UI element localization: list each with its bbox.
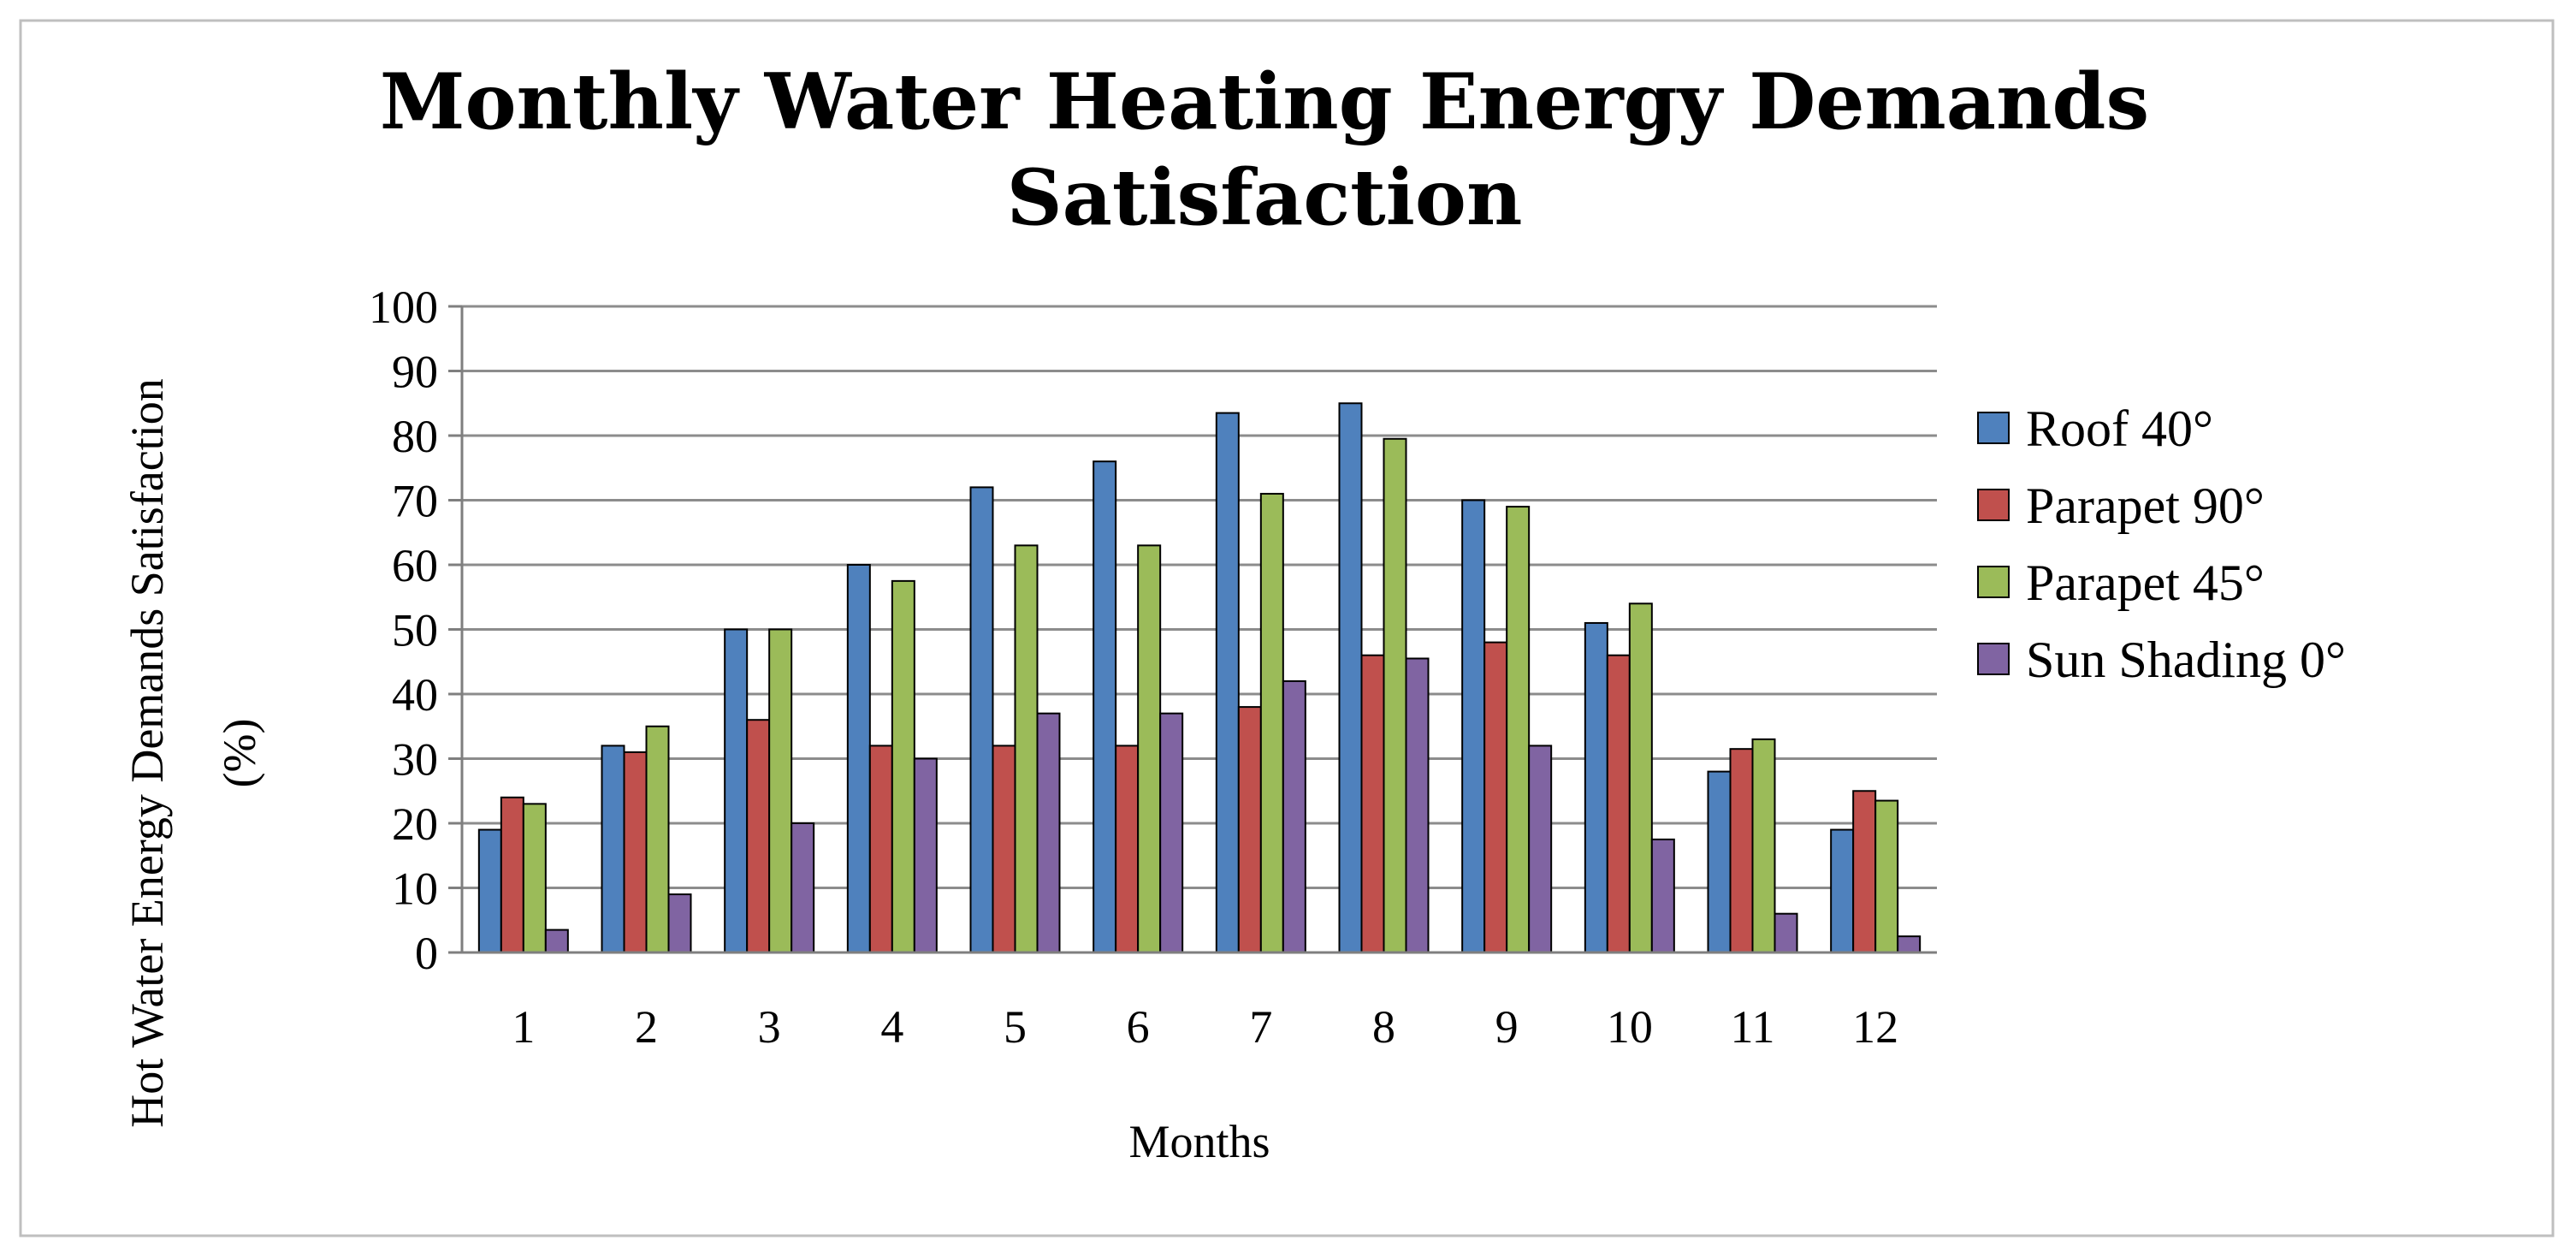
y-tick-label: 100 xyxy=(369,282,438,333)
bar-4-month-4 xyxy=(913,757,938,953)
x-axis-title: Months xyxy=(1128,1116,1270,1167)
bar-1-month-8 xyxy=(1338,402,1363,953)
x-tick-label: 9 xyxy=(1495,1001,1519,1053)
legend-label: Sun Shading 0° xyxy=(2026,632,2346,688)
bar-3-month-4 xyxy=(891,579,915,953)
bar-3-month-3 xyxy=(768,628,793,953)
bar-1-month-2 xyxy=(601,745,625,954)
bar-2-month-10 xyxy=(1606,654,1631,953)
bar-1-month-9 xyxy=(1461,499,1486,953)
bar-2-month-4 xyxy=(868,745,893,954)
y-axis-title-line-1: Hot Water Energy Demands Satisfaction xyxy=(121,378,173,1127)
y-tick-label: 80 xyxy=(392,411,438,462)
bar-3-month-12 xyxy=(1874,799,1899,954)
bar-4-month-5 xyxy=(1036,712,1061,954)
legend-swatch xyxy=(1977,489,2010,521)
x-tick-label: 5 xyxy=(1004,1001,1027,1053)
legend-swatch xyxy=(1977,566,2010,598)
bar-4-month-6 xyxy=(1159,712,1184,954)
bar-2-month-11 xyxy=(1729,748,1754,953)
legend-label: Roof 40° xyxy=(2026,401,2213,457)
bar-3-month-7 xyxy=(1259,492,1284,953)
y-tick-label: 0 xyxy=(415,928,438,979)
legend-label: Parapet 90° xyxy=(2026,478,2265,534)
x-tick-label: 10 xyxy=(1607,1001,1653,1053)
bar-4-month-3 xyxy=(791,822,815,953)
y-tick-label: 30 xyxy=(392,734,438,786)
x-tick-label: 11 xyxy=(1731,1001,1775,1053)
x-tick-label: 7 xyxy=(1249,1001,1272,1053)
axes xyxy=(460,306,1937,954)
bar-3-month-6 xyxy=(1137,544,1162,953)
x-tick-label: 6 xyxy=(1127,1001,1150,1053)
bar-4-month-9 xyxy=(1528,745,1553,954)
y-tick-label: 10 xyxy=(392,863,438,915)
y-tick-label: 40 xyxy=(392,669,438,721)
y-axis-title-line-2: (%) xyxy=(214,719,265,788)
bar-4-month-2 xyxy=(667,893,692,954)
y-tick-label: 50 xyxy=(392,605,438,656)
bar-2-month-12 xyxy=(1852,790,1877,953)
bar-4-month-1 xyxy=(544,929,569,953)
bar-2-month-3 xyxy=(746,719,771,953)
bar-2-month-5 xyxy=(992,745,1016,954)
bar-2-month-2 xyxy=(623,751,648,954)
bar-1-month-7 xyxy=(1215,412,1240,953)
x-tick-label: 2 xyxy=(635,1001,658,1053)
bar-2-month-1 xyxy=(500,796,524,953)
bar-2-month-7 xyxy=(1237,706,1262,953)
bar-3-month-11 xyxy=(1751,738,1776,953)
legend: Roof 40° Parapet 90° Parapet 45° Sun Shadin… xyxy=(1977,401,2346,688)
bar-1-month-6 xyxy=(1093,460,1117,953)
bar-3-month-9 xyxy=(1506,506,1531,953)
bar-4-month-12 xyxy=(1897,935,1922,953)
bar-2-month-8 xyxy=(1360,654,1385,953)
bar-1-month-11 xyxy=(1707,770,1732,953)
legend-label: Parapet 45° xyxy=(2026,555,2265,611)
legend-swatch xyxy=(1977,643,2010,675)
y-tick-label: 60 xyxy=(392,540,438,591)
bar-2-month-6 xyxy=(1115,745,1140,954)
bar-4-month-7 xyxy=(1282,679,1306,954)
bar-1-month-10 xyxy=(1584,621,1608,953)
bar-4-month-10 xyxy=(1650,838,1675,953)
chart-title-line-2: Satisfaction xyxy=(1007,152,1523,243)
bar-3-month-10 xyxy=(1628,602,1653,953)
bar-2-month-9 xyxy=(1483,641,1508,953)
bar-3-month-5 xyxy=(1014,544,1039,953)
bar-1-month-12 xyxy=(1830,828,1855,953)
bar-4-month-11 xyxy=(1774,912,1798,953)
bar-3-month-8 xyxy=(1383,437,1407,953)
legend-swatch xyxy=(1977,412,2010,444)
x-tick-label: 3 xyxy=(758,1001,781,1053)
bar-3-month-1 xyxy=(522,803,547,953)
x-tick-label: 1 xyxy=(512,1001,535,1053)
bar-3-month-2 xyxy=(645,725,670,953)
bar-1-month-1 xyxy=(477,828,502,953)
y-tick-labels: 0 10 20 30 40 50 60 70 80 90 100 xyxy=(369,282,438,979)
y-axis-title: Hot Water Energy Demands Satisfaction (%… xyxy=(121,378,265,1127)
bar-4-month-8 xyxy=(1405,657,1430,953)
x-tick-labels: 1 2 3 4 5 6 7 8 9 10 11 12 xyxy=(512,1001,1898,1053)
gridlines xyxy=(448,305,1937,954)
bars xyxy=(477,402,1922,954)
x-tick-label: 12 xyxy=(1852,1001,1898,1053)
bar-1-month-5 xyxy=(969,486,994,953)
bar-1-month-4 xyxy=(846,564,871,953)
x-tick-label: 4 xyxy=(880,1001,903,1053)
y-tick-label: 70 xyxy=(392,476,438,527)
chart-border xyxy=(19,19,2555,1237)
y-tick-label: 20 xyxy=(392,798,438,850)
chart-title-line-1: Monthly Water Heating Energy Demands xyxy=(380,56,2149,147)
bar-1-month-3 xyxy=(724,628,749,953)
x-tick-label: 8 xyxy=(1372,1001,1395,1053)
y-tick-label: 90 xyxy=(392,347,438,398)
